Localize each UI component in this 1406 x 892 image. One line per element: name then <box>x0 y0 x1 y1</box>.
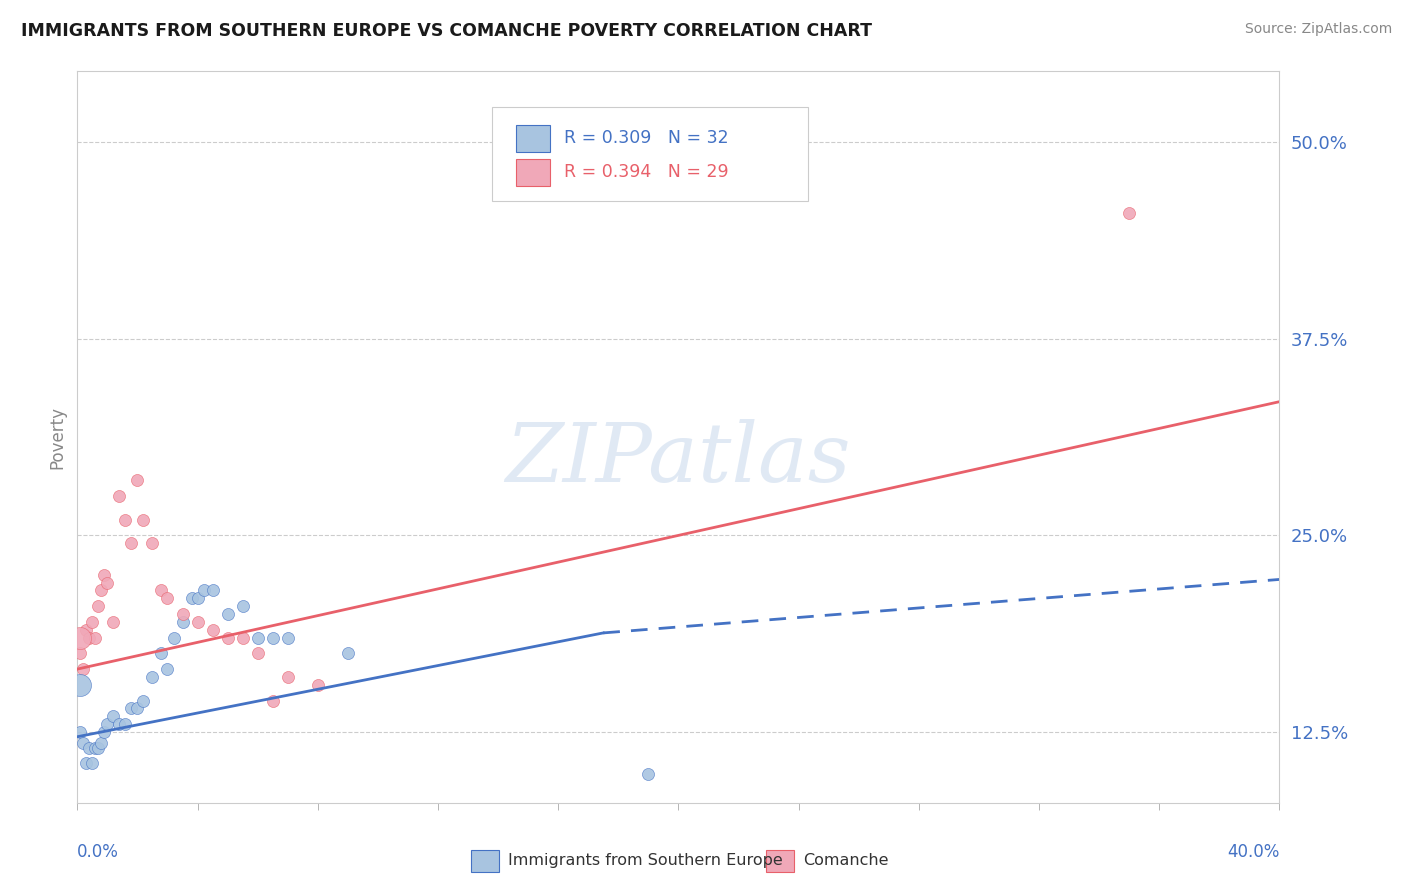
Point <box>246 631 269 645</box>
Point <box>82 756 104 771</box>
Point <box>87 599 110 614</box>
Point <box>69 678 91 692</box>
Point <box>132 693 155 707</box>
Point <box>108 717 131 731</box>
Point <box>232 599 254 614</box>
Point <box>72 662 94 676</box>
Point <box>277 631 299 645</box>
Point <box>93 567 115 582</box>
Text: R = 0.394   N = 29: R = 0.394 N = 29 <box>564 163 728 181</box>
Point <box>120 701 142 715</box>
Point <box>307 678 329 692</box>
Point <box>103 709 125 723</box>
Point <box>96 717 118 731</box>
Point <box>162 631 184 645</box>
Point <box>90 736 112 750</box>
Text: Source: ZipAtlas.com: Source: ZipAtlas.com <box>1244 22 1392 37</box>
Point <box>217 631 239 645</box>
Point <box>156 591 179 606</box>
Point <box>201 623 224 637</box>
Point <box>114 513 136 527</box>
Point <box>103 615 125 629</box>
Point <box>93 725 115 739</box>
Point <box>186 615 209 629</box>
Point <box>262 693 284 707</box>
Point <box>79 631 101 645</box>
Y-axis label: Poverty: Poverty <box>48 406 66 468</box>
Point <box>246 646 269 660</box>
Point <box>69 646 91 660</box>
Point <box>1118 206 1140 220</box>
Point <box>82 615 104 629</box>
Point <box>180 591 202 606</box>
Point <box>108 489 131 503</box>
Point <box>84 740 107 755</box>
Point <box>87 740 110 755</box>
Point <box>186 591 209 606</box>
Point <box>156 662 179 676</box>
Point <box>217 607 239 621</box>
Point <box>132 513 155 527</box>
Point <box>127 473 149 487</box>
Text: Immigrants from Southern Europe: Immigrants from Southern Europe <box>508 854 782 868</box>
Point <box>69 725 91 739</box>
Text: 40.0%: 40.0% <box>1227 843 1279 861</box>
Point <box>262 631 284 645</box>
Text: ZIPatlas: ZIPatlas <box>506 419 851 499</box>
Point <box>172 615 194 629</box>
Point <box>84 631 107 645</box>
Point <box>277 670 299 684</box>
Point <box>150 646 173 660</box>
Point <box>69 631 91 645</box>
Point <box>141 670 163 684</box>
Point <box>193 583 215 598</box>
Point <box>201 583 224 598</box>
Text: 0.0%: 0.0% <box>77 843 120 861</box>
Point <box>336 646 359 660</box>
Point <box>72 736 94 750</box>
Point <box>637 767 659 781</box>
Point <box>127 701 149 715</box>
Point <box>96 575 118 590</box>
Point <box>232 631 254 645</box>
Point <box>75 756 97 771</box>
Text: R = 0.309   N = 32: R = 0.309 N = 32 <box>564 129 728 147</box>
Point <box>79 740 101 755</box>
Point <box>75 623 97 637</box>
Point <box>114 717 136 731</box>
Point <box>172 607 194 621</box>
Point <box>150 583 173 598</box>
Point <box>90 583 112 598</box>
Text: IMMIGRANTS FROM SOUTHERN EUROPE VS COMANCHE POVERTY CORRELATION CHART: IMMIGRANTS FROM SOUTHERN EUROPE VS COMAN… <box>21 22 872 40</box>
Point <box>120 536 142 550</box>
Point <box>141 536 163 550</box>
Text: Comanche: Comanche <box>803 854 889 868</box>
